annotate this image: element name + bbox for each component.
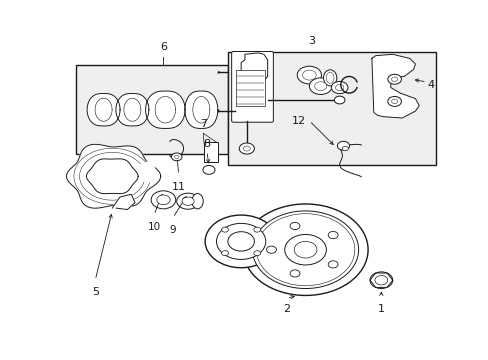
Text: 12: 12 [291, 116, 305, 126]
Text: 7: 7 [199, 119, 206, 129]
Text: 3: 3 [307, 36, 314, 46]
Circle shape [289, 270, 299, 277]
Polygon shape [66, 144, 161, 208]
Circle shape [309, 78, 331, 94]
Circle shape [294, 242, 316, 258]
Circle shape [171, 153, 182, 161]
Text: 8: 8 [203, 139, 210, 149]
Text: 11: 11 [171, 182, 185, 192]
Circle shape [174, 155, 179, 158]
Circle shape [243, 204, 367, 296]
Circle shape [227, 232, 254, 251]
Polygon shape [87, 94, 120, 126]
Circle shape [205, 215, 277, 268]
Circle shape [216, 223, 265, 260]
Circle shape [297, 66, 321, 84]
Circle shape [327, 231, 337, 239]
Circle shape [374, 275, 387, 285]
Text: 2: 2 [283, 304, 289, 314]
Polygon shape [112, 194, 135, 210]
Circle shape [342, 146, 347, 151]
FancyBboxPatch shape [231, 51, 273, 122]
Circle shape [391, 99, 397, 104]
Text: 5: 5 [92, 287, 99, 297]
Circle shape [266, 246, 276, 253]
Circle shape [335, 85, 343, 91]
Ellipse shape [182, 197, 194, 205]
Polygon shape [86, 159, 138, 194]
Circle shape [289, 222, 299, 230]
Polygon shape [116, 94, 148, 126]
Text: 1: 1 [377, 304, 384, 314]
Circle shape [391, 77, 397, 81]
Ellipse shape [325, 72, 333, 84]
Polygon shape [371, 54, 418, 118]
Bar [236, 69, 264, 105]
Circle shape [331, 81, 347, 94]
Text: 10: 10 [147, 222, 160, 232]
Circle shape [252, 211, 358, 288]
Circle shape [314, 82, 326, 91]
Circle shape [327, 261, 337, 268]
Polygon shape [184, 91, 217, 129]
Polygon shape [112, 161, 156, 183]
Text: 4: 4 [426, 80, 433, 90]
Ellipse shape [151, 191, 175, 209]
Circle shape [253, 227, 260, 232]
Text: 6: 6 [160, 41, 166, 51]
Circle shape [221, 227, 228, 232]
Circle shape [239, 143, 254, 154]
Text: 9: 9 [169, 225, 176, 235]
Ellipse shape [176, 193, 199, 209]
Bar [203, 141, 217, 162]
Circle shape [369, 272, 392, 288]
Ellipse shape [191, 194, 203, 209]
Ellipse shape [157, 195, 170, 205]
Bar [76, 66, 227, 154]
Circle shape [243, 146, 250, 151]
Polygon shape [145, 91, 185, 129]
Circle shape [256, 214, 354, 286]
Circle shape [337, 141, 349, 150]
Circle shape [387, 96, 401, 107]
Circle shape [221, 251, 228, 256]
Circle shape [334, 96, 344, 104]
Circle shape [302, 70, 316, 80]
Ellipse shape [323, 70, 336, 86]
Bar [227, 51, 435, 165]
Circle shape [253, 251, 260, 256]
Circle shape [203, 166, 215, 174]
Circle shape [387, 74, 401, 84]
Polygon shape [241, 53, 267, 82]
Circle shape [284, 234, 326, 265]
